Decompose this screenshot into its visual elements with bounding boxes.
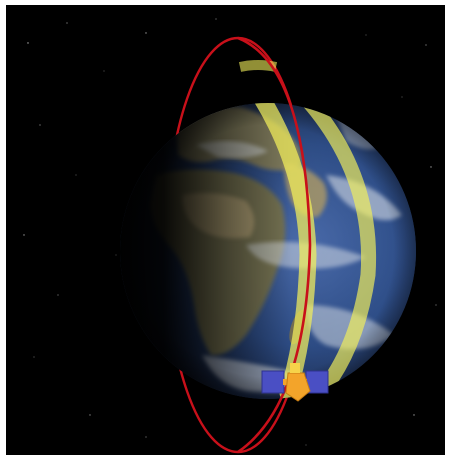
image-frame [6,5,445,455]
orbit-ring-icon [237,36,312,454]
earth-orbit-scene [23,18,437,454]
starfield [23,18,437,446]
satellite-icon [261,363,329,402]
earth-globe-icon [120,103,416,399]
